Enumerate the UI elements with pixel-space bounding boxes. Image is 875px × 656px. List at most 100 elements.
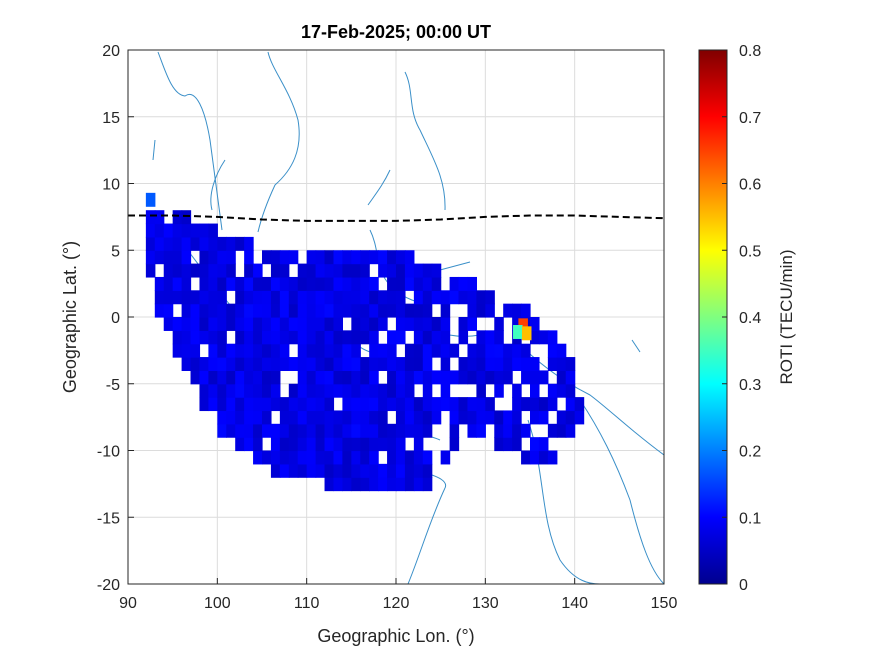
- roti-cell: [306, 303, 317, 318]
- roti-cell: [440, 370, 451, 385]
- roti-cell: [378, 357, 388, 371]
- roti-cell: [547, 357, 558, 371]
- roti-cell: [208, 397, 218, 412]
- roti-cell: [530, 410, 540, 425]
- roti-cell: [208, 263, 218, 278]
- roti-cell: [199, 223, 209, 238]
- roti-cell: [467, 370, 477, 385]
- roti-cell: [503, 410, 513, 425]
- roti-cell: [172, 223, 183, 238]
- roti-cell: [404, 397, 415, 412]
- roti-cell: [199, 330, 209, 345]
- roti-cell: [431, 397, 442, 412]
- roti-cell: [181, 330, 192, 345]
- roti-cell: [154, 290, 165, 305]
- roti-cell: [297, 343, 308, 358]
- roti-cell: [342, 410, 352, 425]
- roti-cell: [369, 383, 379, 398]
- roti-cell: [387, 423, 397, 438]
- roti-cell: [253, 343, 263, 358]
- roti-cell: [253, 450, 263, 465]
- y-tick-label: 5: [111, 243, 120, 260]
- roti-cell: [494, 383, 504, 398]
- roti-cell: [396, 437, 406, 452]
- roti-cell: [476, 357, 486, 371]
- roti-cell: [288, 317, 299, 331]
- roti-cell: [404, 370, 415, 385]
- roti-cell: [378, 250, 388, 265]
- roti-cell: [333, 343, 343, 358]
- roti-cell: [333, 250, 343, 265]
- roti-cell: [387, 450, 397, 465]
- roti-cell: [360, 437, 370, 452]
- roti-cell: [288, 450, 299, 465]
- roti-cell: [324, 343, 335, 358]
- roti-cell: [422, 290, 433, 305]
- roti-cell: [512, 303, 522, 318]
- roti-cell: [485, 357, 495, 371]
- colorbar-label: ROTI (TECU/min): [777, 249, 796, 384]
- roti-cell: [297, 330, 308, 345]
- roti-cell: [360, 330, 370, 345]
- roti-cell: [422, 477, 433, 492]
- roti-cell: [369, 477, 379, 492]
- roti-cell: [244, 437, 254, 452]
- roti-cell: [270, 437, 281, 452]
- roti-cell: [306, 463, 317, 478]
- roti-cell: [512, 383, 522, 398]
- roti-cell: [226, 423, 236, 438]
- roti-cell: [199, 236, 209, 251]
- roti-cell: [235, 303, 245, 318]
- roti-cell: [145, 223, 156, 238]
- roti-cell: [315, 383, 326, 398]
- roti-cell: [538, 370, 549, 385]
- roti-cell: [387, 290, 397, 305]
- roti-cell: [449, 423, 460, 438]
- roti-cell: [431, 343, 442, 358]
- roti-cell: [574, 397, 585, 412]
- roti-cell: [324, 276, 335, 291]
- roti-cell: [262, 450, 272, 465]
- roti-cell: [538, 450, 549, 465]
- roti-cell: [396, 370, 406, 385]
- roti-cell: [467, 397, 477, 412]
- roti-cell: [378, 290, 388, 305]
- roti-cell: [288, 276, 299, 291]
- roti-cell: [503, 423, 513, 438]
- roti-cell: [154, 303, 165, 318]
- roti-cell: [422, 410, 433, 425]
- roti-cell: [262, 397, 272, 412]
- roti-cell: [190, 263, 201, 278]
- roti-cell: [556, 383, 567, 398]
- roti-cell: [574, 410, 585, 425]
- roti-cell: [404, 410, 415, 425]
- roti-cell: [476, 330, 486, 345]
- roti-cell: [351, 423, 361, 438]
- roti-cell: [145, 250, 156, 265]
- roti-cell: [235, 330, 245, 345]
- roti-cell: [181, 276, 192, 291]
- roti-cell: [297, 397, 308, 412]
- roti-cell: [208, 317, 218, 331]
- roti-cell: [208, 357, 218, 371]
- roti-cell: [333, 370, 343, 385]
- roti-cell: [360, 357, 370, 371]
- roti-cell: [253, 290, 263, 305]
- roti-cell: [422, 303, 433, 318]
- roti-cell: [547, 330, 558, 345]
- roti-cell: [431, 410, 442, 425]
- roti-cell: [199, 250, 209, 265]
- roti-cell: [387, 276, 397, 291]
- roti-cell: [217, 236, 227, 251]
- roti-cell: [458, 290, 469, 305]
- roti-cell: [387, 343, 397, 358]
- roti-cell: [181, 290, 192, 305]
- roti-cell: [547, 383, 558, 398]
- roti-cell: [181, 317, 192, 331]
- roti-cell: [565, 383, 576, 398]
- roti-cell: [476, 290, 486, 305]
- roti-cell: [565, 410, 576, 425]
- roti-cell: [297, 357, 308, 371]
- roti-cell: [208, 303, 218, 318]
- roti-cell: [270, 263, 281, 278]
